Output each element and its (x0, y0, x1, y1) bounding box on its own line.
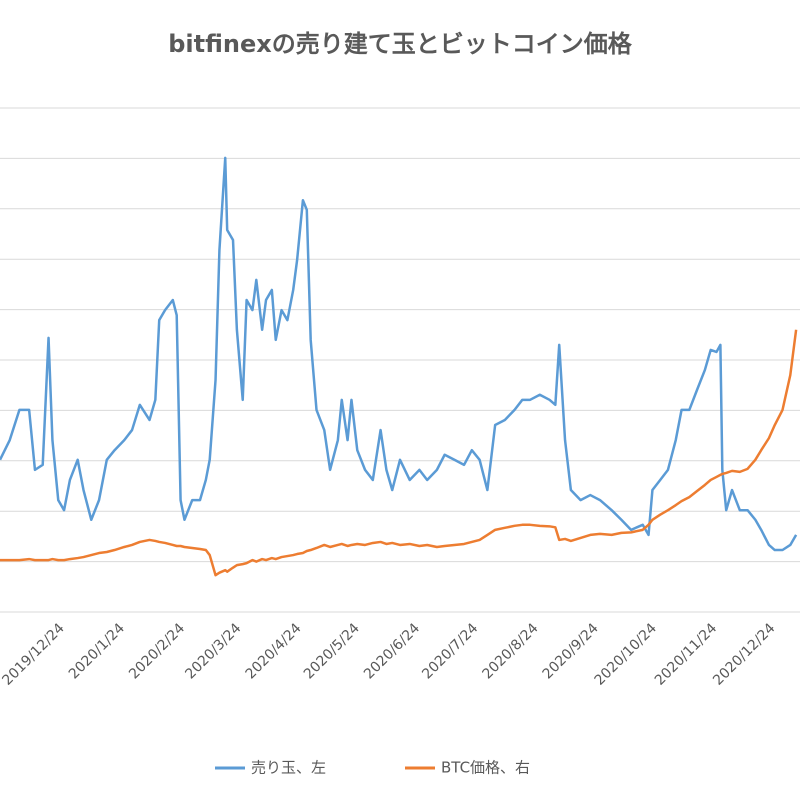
x-tick-label: 2020/12/24 (710, 620, 778, 688)
legend-label: 売り玉、左 (251, 759, 326, 777)
chart-title: bitfinexの売り建て玉とビットコイン価格 (168, 30, 633, 58)
x-tick-label: 2020/6/24 (361, 620, 423, 682)
x-tick-label: 2019/12/24 (0, 620, 68, 688)
x-tick-label: 2020/10/24 (592, 620, 660, 688)
x-tick-label: 2020/2/24 (126, 620, 188, 682)
x-tick-label: 2020/5/24 (301, 620, 363, 682)
x-tick-label: 2020/3/24 (182, 620, 244, 682)
x-tick-label: 2020/4/24 (243, 620, 305, 682)
legend-label: BTC価格、右 (441, 759, 530, 777)
x-tick-label: 2020/7/24 (419, 620, 481, 682)
series-line (0, 156, 798, 552)
x-tick-label: 2020/9/24 (540, 620, 602, 682)
series-line (0, 329, 798, 577)
x-tick-label: 2020/8/24 (479, 620, 541, 682)
x-tick-label: 2020/1/24 (66, 620, 128, 682)
